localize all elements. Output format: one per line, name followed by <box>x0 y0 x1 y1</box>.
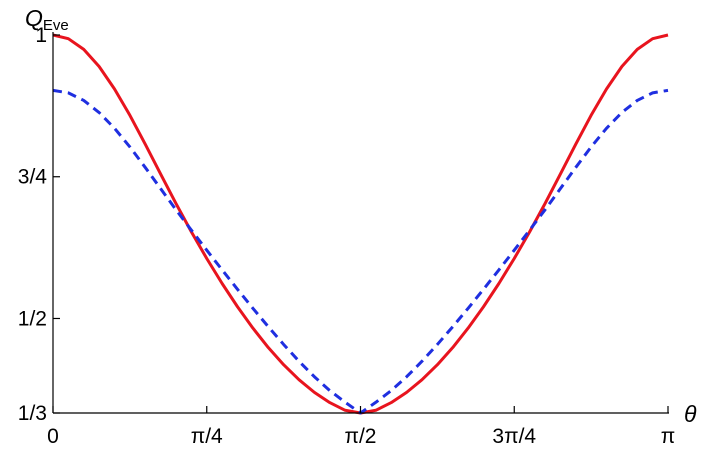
x-tick-label: π/4 <box>191 425 223 448</box>
x-tick-label: 3π/4 <box>492 425 536 448</box>
series-line-dashed <box>52 88 669 415</box>
series-line-solid <box>52 33 669 415</box>
y-axis-title: QEve <box>25 5 69 34</box>
y-tick-label: 1/3 <box>18 402 47 425</box>
y-tick-label: 1/2 <box>18 307 47 330</box>
y-tick-label: 3/4 <box>18 166 48 189</box>
x-tick-label: π/2 <box>344 425 376 448</box>
x-tick-label: 0 <box>47 425 59 448</box>
y-axis-title-main: Q <box>25 5 43 31</box>
series-layer <box>52 33 669 415</box>
x-ticks: 0 π/4 π/2 3π/4 π <box>47 406 675 448</box>
y-tick-label: 1 <box>35 24 47 47</box>
y-axis-title-sub: Eve <box>43 17 69 34</box>
y-ticks: 1/3 1/2 3/4 1 <box>18 24 60 425</box>
x-axis-title: θ <box>684 401 697 427</box>
x-tick-label: π <box>661 425 676 448</box>
